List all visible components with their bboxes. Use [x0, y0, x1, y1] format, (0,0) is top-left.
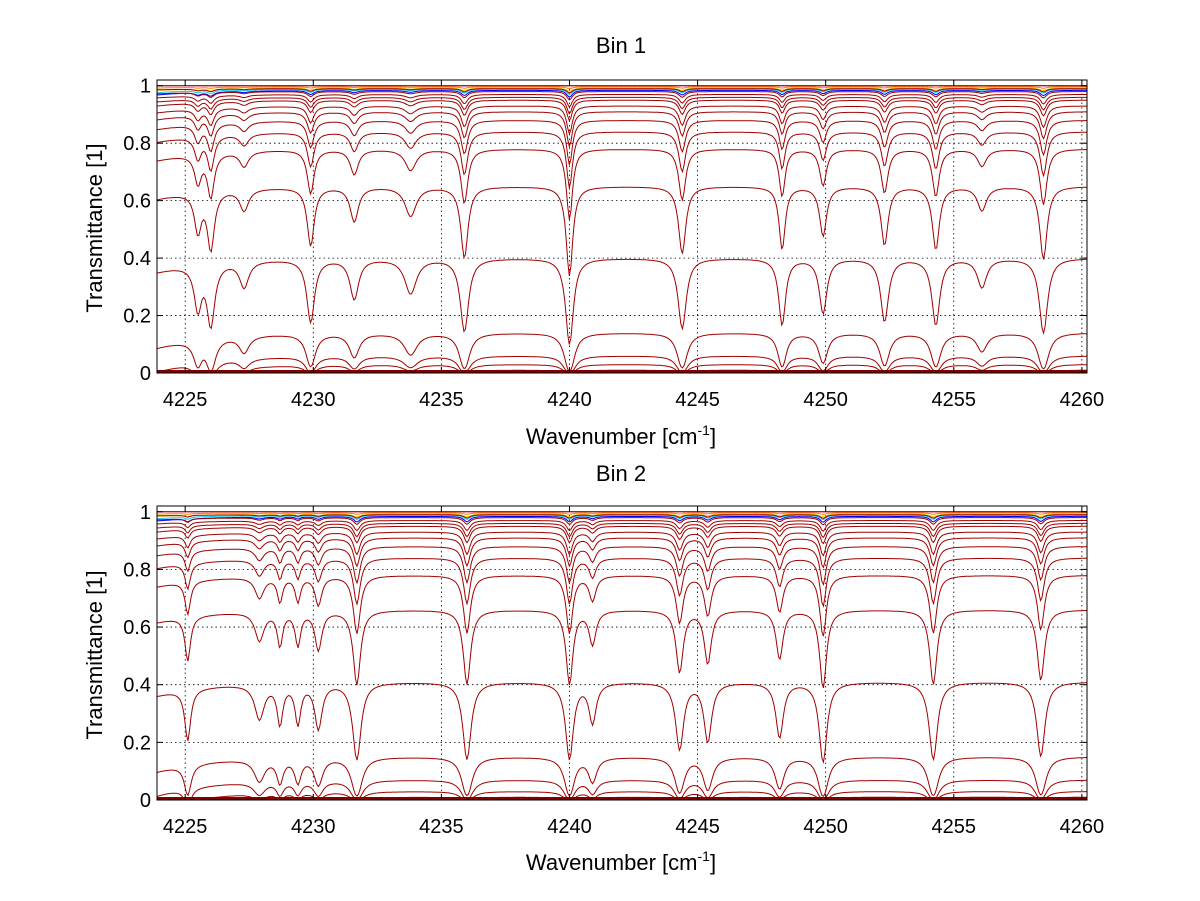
x-tick-label: 4230	[291, 816, 336, 838]
spectrum-line	[156, 513, 1087, 518]
x-tick-label: 4250	[803, 816, 848, 838]
plot-frame	[156, 79, 1088, 374]
spectrum-line	[157, 514, 1087, 519]
x-tick-label: 4255	[932, 389, 977, 411]
spectrum-line	[156, 149, 1087, 220]
chart-panel-bin-2: Bin 2 4225 4230 4235 4240 4245 4250 4255 4260 0 0…	[82, 461, 1104, 875]
y-tick-label: 0.8	[123, 559, 151, 581]
spectrum-line	[156, 258, 1087, 345]
spectrum-line	[156, 120, 1087, 166]
spectrum-line	[156, 557, 1087, 608]
y-axis-label: Transmittance [1]	[82, 570, 107, 739]
spectrum-line	[156, 525, 1087, 545]
y-axis-label: Transmittance [1]	[82, 143, 107, 312]
y-tick-label: 0.2	[123, 732, 151, 754]
chart-title: Bin 1	[596, 33, 646, 58]
y-tick-label: 0.2	[123, 306, 151, 328]
y-tick-label: 0.6	[123, 617, 151, 639]
y-tick-label: 0.4	[123, 675, 151, 697]
traces	[156, 85, 1088, 374]
x-tick-label: 4250	[803, 389, 848, 411]
x-tick-label: 4245	[675, 816, 720, 838]
y-tick-label: 1	[140, 502, 151, 524]
spectrum-line	[156, 96, 1087, 115]
y-tick-label: 0.8	[123, 133, 151, 155]
x-axis-label: Wavenumber [cm-1]	[526, 422, 716, 449]
spectrum-line	[156, 89, 1087, 98]
x-tick-label: 4240	[547, 816, 592, 838]
spectrum-line	[157, 520, 1087, 532]
spectrum-line	[156, 575, 1087, 637]
spectrum-line	[156, 517, 1087, 526]
spectrum-line	[156, 131, 1087, 189]
spectrum-line	[156, 91, 1087, 101]
spectrum-line	[156, 682, 1087, 764]
grid-lines	[157, 506, 1087, 801]
x-tick-label: 4255	[932, 816, 977, 838]
chart-title: Bin 2	[596, 461, 646, 486]
x-tick-label: 4260	[1060, 816, 1105, 838]
chart-panel-bin-1: Bin 1 4225 4230 4235 4240 4245 4250 4255 4260 0 0…	[82, 33, 1104, 449]
spectrum-line	[156, 105, 1087, 136]
spectrum-line	[156, 333, 1087, 373]
spectrum-line	[156, 99, 1087, 122]
spectrum-line	[156, 111, 1087, 149]
x-tick-label: 4225	[163, 816, 208, 838]
spectrum-line	[156, 515, 1087, 523]
spectrum-line	[156, 522, 1087, 539]
spectrum-line	[156, 514, 1087, 521]
tick-marks: 4225 4230 4235 4240 4245 4250 4255 4260 0 0.2 0.4 0…	[123, 76, 1104, 411]
y-tick-label: 0	[140, 363, 151, 385]
x-tick-label: 4225	[163, 389, 208, 411]
x-tick-label: 4235	[419, 816, 464, 838]
x-tick-label: 4260	[1060, 389, 1105, 411]
spectrum-line	[156, 86, 1087, 90]
spectrum-line	[156, 610, 1087, 689]
plot-frame	[156, 505, 1088, 801]
spectrum-line	[157, 88, 1088, 94]
spectrum-line	[156, 757, 1088, 797]
x-tick-label: 4245	[675, 389, 720, 411]
spectrum-line	[156, 94, 1087, 108]
spectrum-line	[156, 186, 1087, 277]
y-tick-label: 1	[140, 76, 151, 98]
x-tick-label: 4235	[419, 389, 464, 411]
x-tick-label: 4240	[547, 389, 592, 411]
y-tick-label: 0	[140, 790, 151, 812]
y-tick-label: 0.6	[123, 191, 151, 213]
x-tick-label: 4230	[291, 389, 336, 411]
traces	[156, 511, 1088, 801]
spectrum-line	[156, 537, 1087, 569]
x-axis-label: Wavenumber [cm-1]	[526, 848, 716, 875]
spectrum-line	[156, 546, 1087, 586]
spectrum-line	[156, 87, 1087, 93]
tick-marks: 4225 4230 4235 4240 4245 4250 4255 4260 0 0.2 0.4 0…	[123, 502, 1104, 838]
y-tick-label: 0.4	[123, 248, 151, 270]
spectrum-line	[156, 531, 1087, 557]
spectrum-line	[156, 512, 1087, 515]
